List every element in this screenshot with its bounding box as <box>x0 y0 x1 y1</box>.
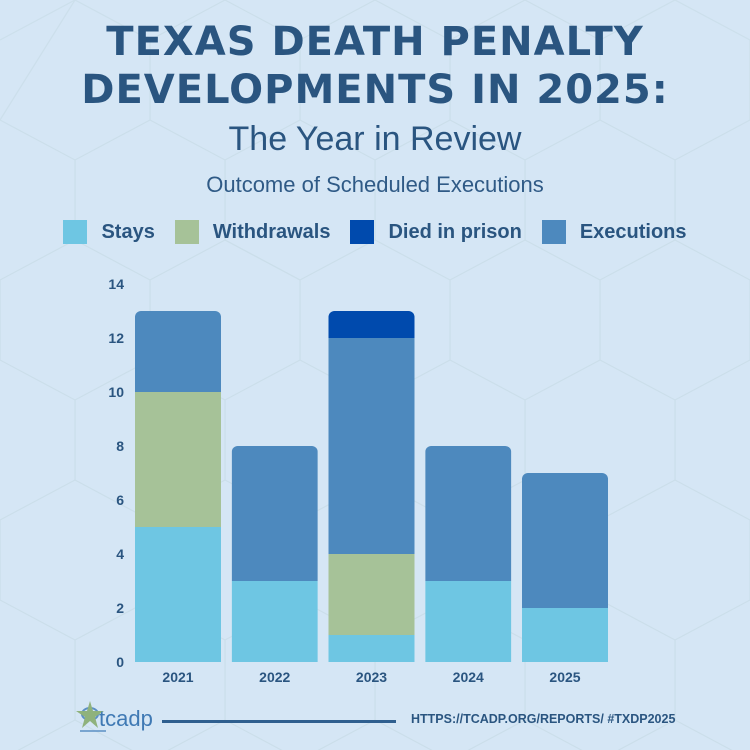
x-tick-label: 2025 <box>549 669 580 685</box>
y-tick-label: 2 <box>116 600 124 616</box>
legend-item: Withdrawals <box>174 220 331 244</box>
legend-label: Died in prison <box>388 220 522 243</box>
page-subtitle: The Year in Review <box>228 120 522 158</box>
legend-swatch <box>350 220 375 244</box>
bar-group-2021 <box>135 311 221 662</box>
bar-segment-stays <box>135 527 221 662</box>
y-tick-label: 8 <box>116 438 124 454</box>
bar-segment-executions <box>231 446 318 581</box>
y-tick-label: 14 <box>108 276 124 292</box>
legend-label: Withdrawals <box>212 220 331 243</box>
bar-segment-stays <box>231 581 318 662</box>
bar-segment-stays <box>522 608 608 662</box>
chart-title: Outcome of Scheduled Executions <box>206 172 544 197</box>
bar-segment-stays <box>425 581 512 662</box>
page-title-line-1: TEXAS DEATH PENALTY <box>106 19 644 65</box>
logo-text: tcadp <box>99 706 153 731</box>
bar-group-2024 <box>425 446 512 662</box>
legend-item: Stays <box>63 220 155 244</box>
x-tick-label: 2021 <box>162 669 193 685</box>
y-tick-label: 6 <box>116 492 124 508</box>
y-tick-label: 10 <box>108 384 124 400</box>
legend-label: Executions <box>579 220 687 243</box>
legend-swatch <box>174 220 199 244</box>
y-tick-label: 12 <box>108 330 124 346</box>
y-tick-label: 4 <box>116 546 124 562</box>
bar-segment-stays <box>328 635 415 662</box>
star-logo-icon <box>76 701 106 732</box>
bar-segment-withdrawals <box>135 392 221 527</box>
bar-segment-executions <box>522 473 608 608</box>
bar-segment-executions <box>135 311 221 392</box>
legend-item: Executions <box>541 220 687 244</box>
bar-group-2025 <box>522 473 608 662</box>
x-tick-label: 2022 <box>259 669 290 685</box>
tcadp-logo: tcadp <box>76 700 166 740</box>
footer-divider <box>162 720 396 723</box>
legend-label: Stays <box>101 220 155 243</box>
page-title-line-2: DEVELOPMENTS IN 2025: <box>81 67 669 113</box>
bar-segment-executions <box>328 338 415 554</box>
bar-group-2022 <box>231 446 318 662</box>
legend-item: Died in prison <box>350 220 522 244</box>
bar-segment-executions <box>425 446 512 581</box>
y-tick-label: 0 <box>116 654 124 670</box>
bar-segment-withdrawals <box>328 554 415 635</box>
x-tick-label: 2024 <box>453 669 484 685</box>
x-tick-label: 2023 <box>356 669 387 685</box>
bar-group-2023 <box>328 311 415 662</box>
bar-segment-died-in-prison <box>328 311 415 338</box>
footer-url-link[interactable]: HTTPS://TCADP.ORG/REPORTS/ #TXDP2025 <box>411 712 676 726</box>
legend-swatch <box>541 220 566 244</box>
chart-legend: Stays Withdrawals Died in prison Executions <box>0 220 750 244</box>
legend-swatch <box>63 220 88 244</box>
